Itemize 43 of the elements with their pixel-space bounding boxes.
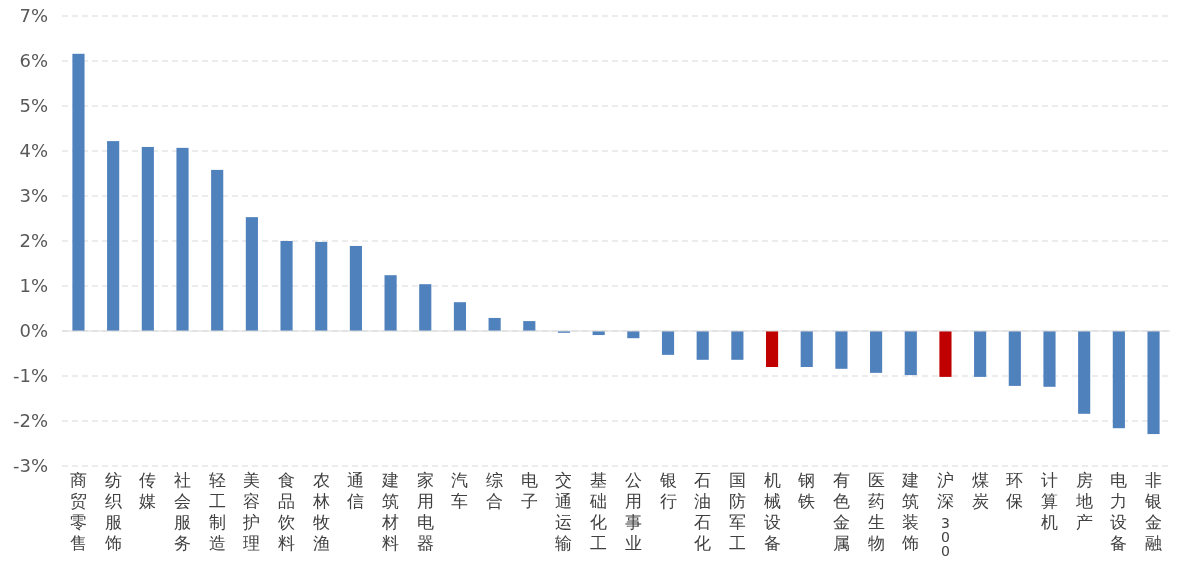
x-tick-label: 国防军工 bbox=[728, 470, 746, 553]
x-tick-label: 综合 bbox=[486, 470, 504, 511]
x-tick-label: 建筑材料 bbox=[381, 470, 400, 553]
x-tick-label: 医药生物 bbox=[867, 470, 885, 553]
x-tick-label: 煤炭 bbox=[971, 470, 989, 511]
x-tick-label: 通信 bbox=[347, 470, 365, 511]
x-tick-label: 基础化工 bbox=[589, 470, 608, 553]
x-tick-label: 钢铁 bbox=[797, 470, 816, 511]
y-tick-label: 3% bbox=[19, 185, 48, 207]
y-tick-label: -2% bbox=[12, 410, 48, 432]
y-tick-label: 6% bbox=[19, 50, 48, 72]
x-tick-label: 家用电器 bbox=[416, 470, 434, 553]
x-tick-label: 食品饮料 bbox=[277, 470, 296, 553]
x-tick-label: 汽车 bbox=[451, 470, 469, 511]
y-tick-label: 4% bbox=[19, 140, 48, 162]
y-tick-label: 5% bbox=[19, 95, 48, 117]
x-tick-label: 轻工制造 bbox=[208, 470, 226, 553]
x-tick-label: 纺织服饰 bbox=[103, 470, 122, 553]
y-tick-label: -1% bbox=[12, 365, 48, 387]
x-tick-label: 沪深300 bbox=[936, 470, 954, 559]
x-tick-label: 机械设备 bbox=[763, 470, 781, 553]
x-tick-label: 房地产 bbox=[1074, 470, 1093, 532]
y-tick-label: -3% bbox=[12, 455, 48, 477]
x-tick-label: 美容护理 bbox=[242, 470, 261, 553]
x-tick-label: 计算机 bbox=[1040, 470, 1058, 532]
x-tick-label: 银行 bbox=[658, 470, 677, 511]
x-tick-label: 环保 bbox=[1006, 470, 1024, 511]
x-tick-label: 建筑装饰 bbox=[901, 470, 920, 553]
x-tick-label: 传媒 bbox=[139, 470, 157, 511]
x-tick-label: 非银金融 bbox=[1144, 470, 1163, 553]
x-tick-label: 电力设备 bbox=[1110, 470, 1128, 553]
y-tick-label: 1% bbox=[19, 275, 48, 297]
x-tick-label: 公用事业 bbox=[624, 470, 642, 553]
x-tick-label: 农林牧渔 bbox=[311, 470, 330, 553]
x-tick-label: 交通运输 bbox=[555, 470, 573, 553]
y-tick-label: 7% bbox=[19, 5, 48, 27]
x-tick-label: 电子 bbox=[520, 470, 538, 511]
x-tick-label: 石油石化 bbox=[694, 470, 712, 553]
x-tick-label: 商贸零售 bbox=[69, 470, 87, 553]
y-tick-label: 2% bbox=[19, 230, 48, 252]
x-tick-label: 社会服务 bbox=[174, 470, 192, 553]
y-tick-label: 0% bbox=[19, 320, 48, 342]
x-tick-label: 有色金属 bbox=[832, 470, 850, 553]
